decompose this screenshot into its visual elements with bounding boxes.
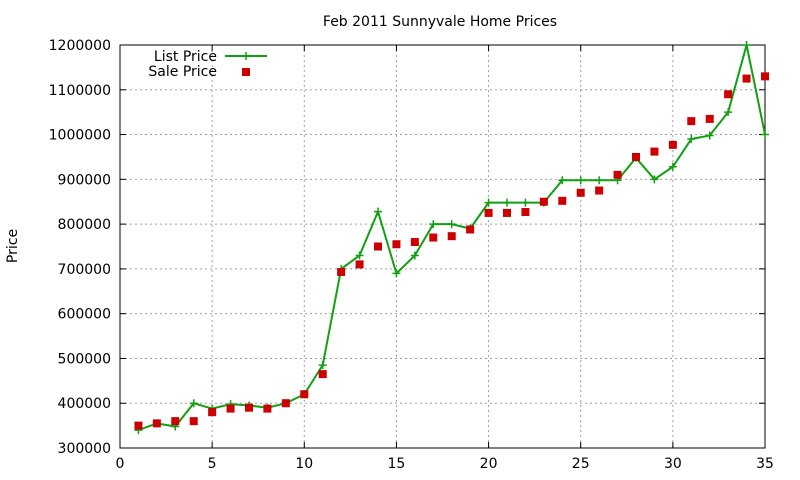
sale-price-point (668, 140, 677, 149)
y-axis-label: Price (5, 229, 21, 263)
axis-ticks: 0 5 10 15 20 25 30 35 300000 400000 500000 600000 70… (49, 38, 774, 472)
sale-price-point (263, 404, 272, 413)
sale-price-point (613, 170, 622, 179)
x-tick-label: 25 (572, 456, 590, 472)
list-price-point (724, 108, 733, 117)
list-price-point (355, 251, 364, 260)
y-tick-label: 1000000 (49, 128, 111, 144)
chart-title: Feb 2011 Sunnyvale Home Prices (323, 14, 557, 30)
sale-price-point (466, 225, 475, 234)
y-tick-label: 500000 (58, 351, 111, 367)
y-tick-label: 800000 (58, 217, 111, 233)
y-tick-label: 700000 (58, 262, 111, 278)
list-price-point (392, 269, 401, 278)
sale-price-point (447, 232, 456, 241)
list-price-point (742, 41, 751, 49)
sale-price-point (632, 152, 640, 161)
list-price-point (668, 162, 677, 171)
sale-price-point (171, 417, 180, 426)
x-tick-label: 30 (664, 456, 682, 472)
sale-price-point (300, 390, 309, 399)
sale-price-point (484, 208, 493, 217)
list-price-point (521, 198, 530, 207)
sale-price-point (761, 72, 769, 81)
sale-price-point (152, 419, 161, 428)
y-tick-label: 1200000 (49, 38, 111, 54)
sale-price-point (558, 196, 567, 205)
x-tick-label: 15 (388, 456, 406, 472)
sale-price-point (576, 188, 585, 197)
x-tick-label: 20 (480, 456, 498, 472)
list-price-point (503, 198, 511, 207)
sale-price-point (650, 147, 659, 156)
sale-price-point (705, 114, 714, 123)
sale-price-point (521, 208, 530, 217)
sale-price-point (281, 399, 290, 408)
list-price-point (374, 207, 382, 216)
list-price-point (484, 198, 493, 207)
sale-price-point (374, 242, 382, 251)
y-tick-label: 400000 (58, 396, 111, 412)
plot-area (119, 44, 766, 449)
legend-marker-list-price (242, 52, 250, 60)
list-price-point (650, 175, 659, 184)
sale-price-point (189, 417, 198, 426)
legend-label-sale-price: Sale Price (148, 64, 217, 80)
sale-price-point (687, 117, 696, 126)
sale-price-point (410, 238, 419, 247)
sale-price-point (226, 404, 235, 413)
sale-price-point (392, 240, 401, 249)
x-tick-label: 5 (208, 456, 217, 472)
list-price-point (761, 130, 769, 139)
x-tick-label: 0 (116, 456, 125, 472)
y-tick-label: 900000 (58, 172, 111, 188)
y-tick-label: 300000 (58, 441, 111, 457)
y-tick-label: 1100000 (49, 83, 111, 99)
list-price-point (687, 135, 696, 144)
sale-price-point (245, 403, 253, 412)
list-price-point (318, 361, 327, 370)
sale-price-point (134, 421, 143, 430)
list-price-point (705, 131, 714, 140)
x-tick-label: 35 (756, 456, 774, 472)
list-price-point (595, 176, 604, 185)
sale-price-point (724, 90, 733, 99)
list-price-point (576, 176, 585, 185)
legend-label-list-price: List Price (154, 49, 217, 65)
y-tick-label: 600000 (58, 307, 111, 323)
sale-price-point (208, 408, 217, 417)
list-price-point (447, 220, 456, 229)
list-price-point (410, 251, 419, 260)
sale-price-point (429, 233, 438, 242)
sale-price-point (595, 186, 604, 195)
sale-price-point (539, 197, 548, 206)
sale-price-point (503, 208, 511, 217)
legend-marker-sale-price (242, 68, 250, 76)
grid-lines (120, 45, 765, 448)
sale-price-point (355, 260, 364, 269)
list-price-point (558, 176, 567, 185)
sale-price-point (742, 74, 751, 83)
sale-price-point (318, 370, 327, 379)
list-price-point (429, 220, 438, 229)
series-area (134, 41, 769, 435)
sale-price-point (337, 268, 346, 277)
x-tick-label: 10 (295, 456, 313, 472)
list-price-point (189, 399, 198, 408)
